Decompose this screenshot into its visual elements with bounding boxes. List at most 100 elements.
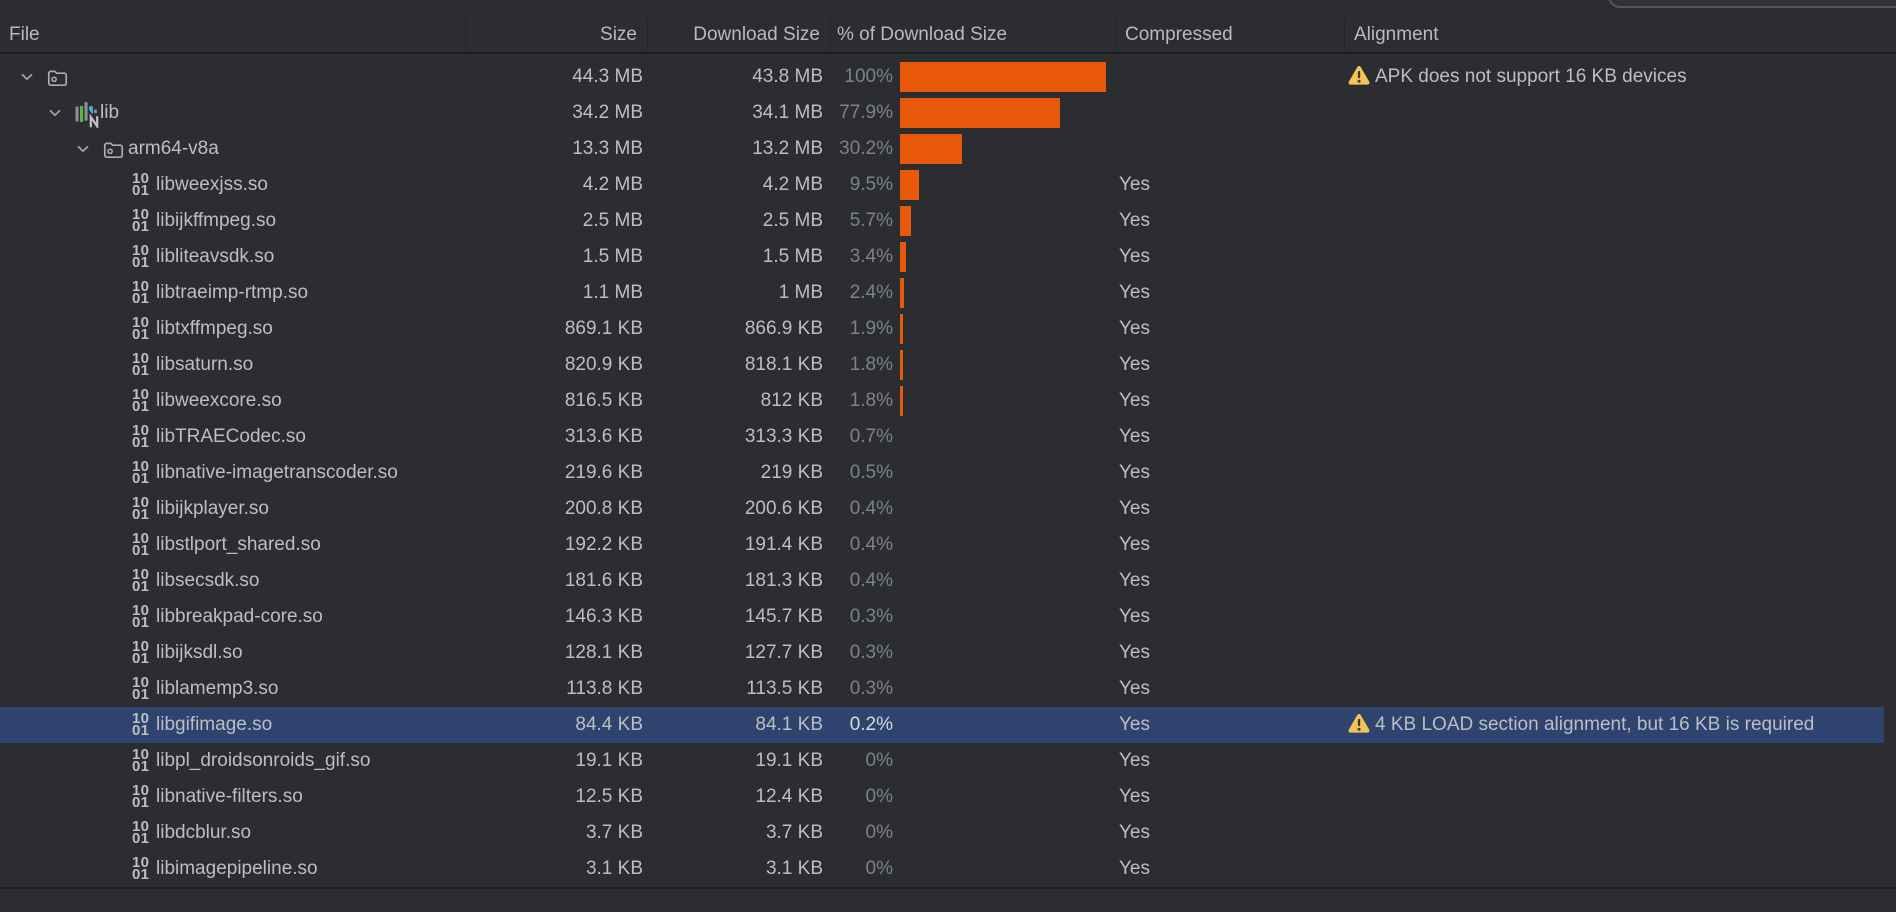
download-size-value: 4.2 MB (762, 174, 823, 195)
compressed-value: Yes (1119, 822, 1150, 843)
size-value: 219.6 KB (564, 462, 643, 483)
binary-file-icon: 10 01 (132, 386, 150, 415)
file-name: liblamemp3.so (156, 678, 279, 699)
table-row-libsaturn.so[interactable]: 10 01 libsaturn.so 820.9 KB 818.1 KB 1.8% Yes (0, 347, 1884, 383)
binary-file-icon: 10 01 (132, 422, 150, 451)
column-separator[interactable] (830, 18, 831, 52)
file-name: libstlport_shared.so (156, 534, 321, 555)
table-row-libbreakpad-core.so[interactable]: 10 01 libbreakpad-core.so 146.3 KB 145.7 KB 0… (0, 599, 1884, 635)
download-size-value: 3.7 KB (765, 822, 823, 843)
column-header-pct_of_download[interactable]: % of Download Size (837, 24, 1008, 45)
column-header-download_size[interactable]: Download Size (693, 24, 820, 45)
column-separator[interactable] (1344, 18, 1345, 52)
binary-file-icon: 10 01 (132, 854, 150, 883)
size-value: 12.5 KB (575, 786, 643, 807)
pct-of-download-value: 0.2% (849, 714, 893, 735)
size-value: 3.7 KB (585, 822, 643, 843)
chevron-down-icon[interactable] (49, 109, 61, 117)
binary-file-icon: 10 01 (132, 350, 150, 379)
table-row-libpl_droidsonroids_gif.so[interactable]: 10 01 libpl_droidsonroids_gif.so 19.1 KB 19.… (0, 743, 1884, 779)
compressed-value: Yes (1119, 318, 1150, 339)
binary-file-icon: 10 01 (132, 206, 150, 235)
table-row-libijkplayer.so[interactable]: 10 01 libijkplayer.so 200.8 KB 200.6 KB 0.4% Y… (0, 491, 1884, 527)
pct-bar (900, 386, 903, 416)
table-row-libtraeimp-rtmp.so[interactable]: 10 01 libtraeimp-rtmp.so 1.1 MB 1 MB 2.4% Yes (0, 275, 1884, 311)
chevron-down-icon[interactable] (77, 145, 89, 153)
binary-file-icon: 10 01 (132, 278, 150, 307)
download-size-value: 200.6 KB (744, 498, 823, 519)
folder-icon (103, 139, 124, 159)
file-name: libsaturn.so (156, 354, 254, 375)
size-value: 181.6 KB (564, 570, 643, 591)
native-library-icon (74, 100, 101, 128)
compressed-value: Yes (1119, 786, 1150, 807)
file-name: libijkffmpeg.so (156, 210, 277, 231)
download-size-value: 313.3 KB (744, 426, 823, 447)
binary-file-icon: 10 01 (132, 242, 150, 271)
column-header-alignment[interactable]: Alignment (1354, 24, 1439, 45)
column-separator[interactable] (647, 18, 648, 52)
table-row-libtxffmpeg.so[interactable]: 10 01 libtxffmpeg.so 869.1 KB 866.9 KB 1.9% Ye… (0, 311, 1884, 347)
alignment-warning-text: APK does not support 16 KB devices (1375, 66, 1687, 87)
folder-icon (47, 67, 68, 87)
table-row-libimagepipeline.so[interactable]: 10 01 libimagepipeline.so 3.1 KB 3.1 KB 0% Yes (0, 851, 1884, 887)
compressed-value: Yes (1119, 462, 1150, 483)
binary-file-icon: 10 01 (132, 746, 150, 775)
pct-of-download-value: 0% (865, 858, 893, 879)
pct-of-download-value: 3.4% (849, 246, 893, 267)
column-header-size[interactable]: Size (600, 24, 637, 45)
table-header: File Size Download Size % of Download Size C… (0, 0, 1896, 54)
table-row-libweexcore.so[interactable]: 10 01 libweexcore.so 816.5 KB 812 KB 1.8% Yes (0, 383, 1884, 419)
size-value: 84.4 KB (575, 714, 643, 735)
table-row-libweexjss.so[interactable]: 10 01 libweexjss.so 4.2 MB 4.2 MB 9.5% Yes (0, 167, 1884, 203)
pct-bar (900, 278, 904, 308)
table-row-libdcblur.so[interactable]: 10 01 libdcblur.so 3.7 KB 3.7 KB 0% Yes (0, 815, 1884, 851)
file-name: libtraeimp-rtmp.so (156, 282, 309, 303)
size-value: 1.5 MB (582, 246, 643, 267)
chevron-down-icon[interactable] (21, 73, 33, 81)
file-name: arm64-v8a (128, 138, 219, 159)
table-row-libstlport_shared.so[interactable]: 10 01 libstlport_shared.so 192.2 KB 191.4 KB… (0, 527, 1884, 563)
table-row-libgifimage.so[interactable]: 10 01 libgifimage.so 84.4 KB 84.1 KB 0.2% Yes 4… (0, 707, 1884, 743)
pct-of-download-value: 1.9% (849, 318, 893, 339)
column-header-file[interactable]: File (9, 24, 40, 45)
warning-icon (1348, 59, 1370, 95)
compressed-value: Yes (1119, 606, 1150, 627)
table-row-lib[interactable]: lib 34.2 MB 34.1 MB 77.9% (0, 95, 1884, 131)
table-row-libsecsdk.so[interactable]: 10 01 libsecsdk.so 181.6 KB 181.3 KB 0.4% Yes (0, 563, 1884, 599)
binary-file-icon: 10 01 (132, 710, 150, 739)
pct-bar (900, 350, 903, 380)
size-value: 869.1 KB (564, 318, 643, 339)
table-row-libTRAECodec.so[interactable]: 10 01 libTRAECodec.so 313.6 KB 313.3 KB 0.7% Y… (0, 419, 1884, 455)
file-name: libbreakpad-core.so (156, 606, 323, 627)
download-size-value: 866.9 KB (744, 318, 823, 339)
table-row-libnative-imagetranscoder.so[interactable]: 10 01 libnative-imagetranscoder.so 219.6 KB… (0, 455, 1884, 491)
file-name: libnative-imagetranscoder.so (156, 462, 398, 483)
column-header-compressed[interactable]: Compressed (1125, 24, 1233, 45)
table-row-libliteavsdk.so[interactable]: 10 01 libliteavsdk.so 1.5 MB 1.5 MB 3.4% Yes (0, 239, 1884, 275)
file-name: libijkplayer.so (156, 498, 269, 519)
pct-of-download-value: 1.8% (849, 390, 893, 411)
download-size-value: 12.4 KB (755, 786, 823, 807)
compressed-value: Yes (1119, 210, 1150, 231)
file-name: libnative-filters.so (156, 786, 303, 807)
table-row-liblamemp3.so[interactable]: 10 01 liblamemp3.so 113.8 KB 113.5 KB 0.3% Yes (0, 671, 1884, 707)
binary-file-icon: 10 01 (132, 566, 150, 595)
table-row-libijkffmpeg.so[interactable]: 10 01 libijkffmpeg.so 2.5 MB 2.5 MB 5.7% Yes (0, 203, 1884, 239)
file-name: libTRAECodec.so (156, 426, 306, 447)
table-row-arm64-v8a[interactable]: arm64-v8a 13.3 MB 13.2 MB 30.2% (0, 131, 1884, 167)
size-value: 820.9 KB (564, 354, 643, 375)
pct-of-download-value: 0.3% (849, 606, 893, 627)
download-size-value: 181.3 KB (744, 570, 823, 591)
pct-of-download-value: 0.3% (849, 642, 893, 663)
table-row-libnative-filters.so[interactable]: 10 01 libnative-filters.so 12.5 KB 12.4 KB 0%… (0, 779, 1884, 815)
download-size-value: 84.1 KB (755, 714, 823, 735)
table-row-libijksdl.so[interactable]: 10 01 libijksdl.so 128.1 KB 127.7 KB 0.3% Yes (0, 635, 1884, 671)
table-row-root[interactable]: 44.3 MB 43.8 MB 100% APK does not support 1… (0, 59, 1884, 95)
column-separator[interactable] (1115, 18, 1116, 52)
alignment-warning-text: 4 KB LOAD section alignment, but 16 KB i… (1375, 714, 1815, 735)
binary-file-icon: 10 01 (132, 458, 150, 487)
column-separator[interactable] (465, 18, 466, 52)
file-name: libgifimage.so (156, 714, 273, 735)
compressed-value: Yes (1119, 534, 1150, 555)
